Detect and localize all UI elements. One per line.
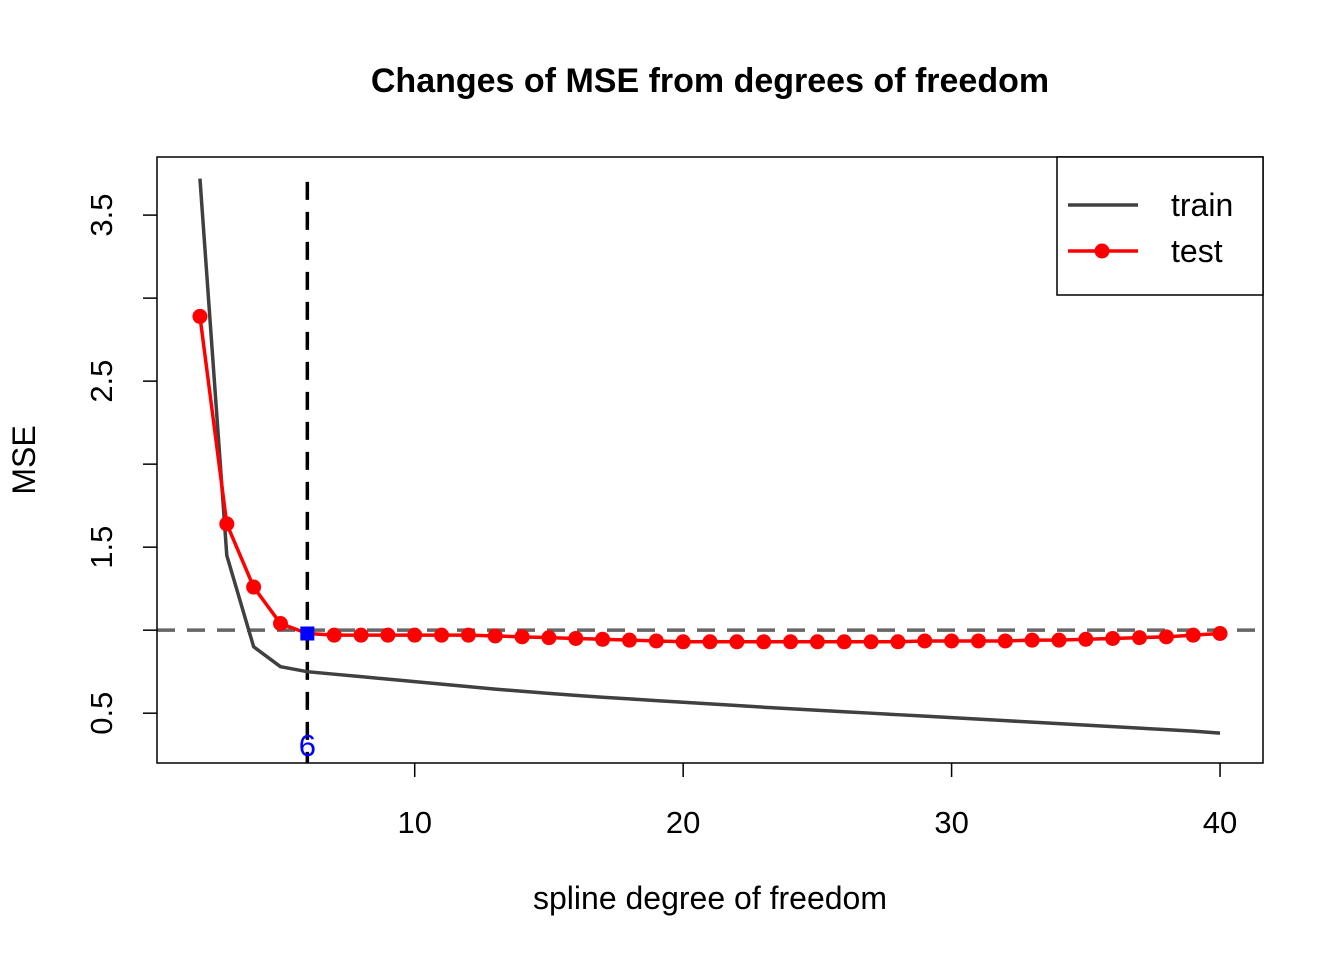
plot-frame [156, 156, 1264, 764]
data-point-test [809, 634, 825, 650]
data-point-test [1185, 627, 1201, 643]
data-point-test [970, 633, 986, 649]
data-point-test [890, 634, 906, 650]
data-point-test [192, 308, 208, 324]
y-tick-label: 1.5 [84, 526, 119, 569]
data-point-test [944, 633, 960, 649]
data-point-test [1132, 630, 1148, 646]
data-point-test [1051, 632, 1067, 648]
data-point-test [863, 634, 879, 650]
data-point-test [326, 627, 342, 643]
data-point-test [272, 616, 288, 632]
data-point-test [487, 628, 503, 644]
data-point-test [460, 627, 476, 643]
data-point-test [1024, 632, 1040, 648]
data-point-test [407, 627, 423, 643]
legend-test-marker [1094, 243, 1110, 259]
data-point-test [219, 516, 235, 532]
data-point-test [1105, 630, 1121, 646]
legend-box [1056, 156, 1264, 296]
plot-area: 6 10 20 30 40 0.5 1.5 2.5 3.5 [84, 156, 1264, 840]
data-point-test [729, 634, 745, 650]
data-point-test [541, 630, 557, 646]
x-axis-label: spline degree of freedom [533, 880, 887, 916]
data-point-test [648, 633, 664, 649]
data-point-test [836, 634, 852, 650]
legend-train-label: train [1171, 187, 1233, 223]
legend: train test [1056, 156, 1264, 296]
y-axis-label: MSE [6, 425, 42, 494]
annotation-label: 6 [299, 728, 316, 763]
data-point-test [434, 627, 450, 643]
data-point-test [595, 631, 611, 647]
y-tick-label: 2.5 [84, 360, 119, 403]
series-line-train [198, 178, 1221, 735]
data-point-test [353, 627, 369, 643]
highlight-point [300, 626, 315, 641]
data-point-test [675, 634, 691, 650]
x-tick-label: 10 [397, 805, 431, 840]
data-point-test [246, 579, 262, 595]
x-tick-label: 20 [666, 805, 700, 840]
data-point-test [380, 627, 396, 643]
legend-test-label: test [1171, 233, 1223, 269]
data-point-test [1212, 625, 1228, 641]
y-tick-label: 3.5 [84, 194, 119, 237]
y-tick-label: 0.5 [84, 692, 119, 735]
chart-title: Changes of MSE from degrees of freedom [371, 62, 1049, 100]
data-point-test [514, 629, 530, 645]
data-point-test [783, 634, 799, 650]
data-point-test [568, 630, 584, 646]
series-line-test [198, 316, 1221, 644]
x-tick-label: 40 [1203, 805, 1237, 840]
x-tick-label: 30 [934, 805, 968, 840]
data-point-test [621, 632, 637, 648]
data-point-test [756, 634, 772, 650]
data-point-test [1158, 629, 1174, 645]
data-point-test [997, 633, 1013, 649]
data-point-test [702, 634, 718, 650]
data-point-test [917, 633, 933, 649]
data-point-test [1078, 631, 1094, 647]
